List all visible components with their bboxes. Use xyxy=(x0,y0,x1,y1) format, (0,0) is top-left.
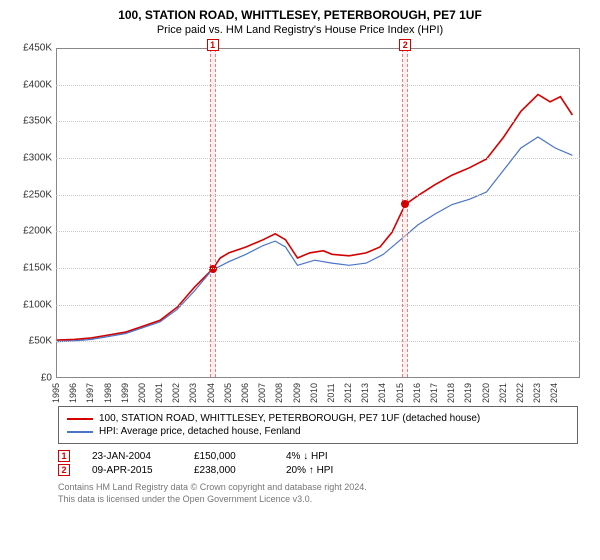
gridline xyxy=(56,341,580,342)
y-axis-tick: £150K xyxy=(12,263,52,274)
sale-price: £238,000 xyxy=(194,465,264,476)
x-axis-tick: 1996 xyxy=(68,383,78,403)
x-axis-tick: 2005 xyxy=(223,383,233,403)
y-axis-tick: £0 xyxy=(12,373,52,384)
sale-row: 1 23-JAN-2004 £150,000 4% ↓ HPI xyxy=(58,450,588,462)
x-axis-tick: 2014 xyxy=(377,383,387,403)
x-axis-tick: 2009 xyxy=(292,383,302,403)
legend-item: HPI: Average price, detached house, Fenl… xyxy=(67,426,569,437)
x-axis-tick: 2004 xyxy=(206,383,216,403)
gridline xyxy=(56,195,580,196)
y-axis-tick: £250K xyxy=(12,189,52,200)
x-axis-tick: 2011 xyxy=(326,383,336,402)
y-axis-tick: £50K xyxy=(12,336,52,347)
x-axis-tick: 2006 xyxy=(240,383,250,403)
x-axis-tick: 2020 xyxy=(481,383,491,403)
legend-swatch xyxy=(67,418,93,420)
x-axis-tick: 2018 xyxy=(446,383,456,403)
y-axis-tick: £100K xyxy=(12,299,52,310)
sale-date: 09-APR-2015 xyxy=(92,465,172,476)
y-axis-tick: £450K xyxy=(12,43,52,54)
x-axis-tick: 2015 xyxy=(395,383,405,403)
y-axis-tick: £400K xyxy=(12,79,52,90)
gridline xyxy=(56,85,580,86)
x-axis-tick: 2010 xyxy=(309,383,319,403)
chart-area: 12 £0£50K£100K£150K£200K£250K£300K£350K£… xyxy=(12,42,588,402)
x-axis-tick: 2022 xyxy=(515,383,525,403)
line-layer xyxy=(57,49,579,377)
x-axis-tick: 1999 xyxy=(120,383,130,403)
legend-label: 100, STATION ROAD, WHITTLESEY, PETERBORO… xyxy=(99,413,480,424)
x-axis-tick: 2000 xyxy=(137,383,147,403)
legend-swatch xyxy=(67,431,93,433)
sale-index-box: 1 xyxy=(58,450,70,462)
x-axis-tick: 2021 xyxy=(498,383,508,403)
x-axis-tick: 2003 xyxy=(188,383,198,403)
gridline xyxy=(56,121,580,122)
x-axis-tick: 2017 xyxy=(429,383,439,403)
sale-delta: 4% ↓ HPI xyxy=(286,451,376,462)
x-axis-tick: 2002 xyxy=(171,383,181,403)
x-axis-tick: 2001 xyxy=(154,383,164,403)
sale-point xyxy=(209,265,217,273)
legend-item: 100, STATION ROAD, WHITTLESEY, PETERBORO… xyxy=(67,413,569,424)
sale-band xyxy=(402,49,408,377)
legend-box: 100, STATION ROAD, WHITTLESEY, PETERBORO… xyxy=(58,406,578,444)
x-axis-tick: 1995 xyxy=(51,383,61,403)
sale-date: 23-JAN-2004 xyxy=(92,451,172,462)
x-axis-tick: 1997 xyxy=(85,383,95,403)
y-axis-tick: £300K xyxy=(12,153,52,164)
sale-point xyxy=(401,200,409,208)
sale-price: £150,000 xyxy=(194,451,264,462)
plot-area: 12 xyxy=(56,48,580,378)
sale-index-box: 2 xyxy=(58,464,70,476)
sale-marker-label: 2 xyxy=(399,39,411,51)
sale-row: 2 09-APR-2015 £238,000 20% ↑ HPI xyxy=(58,464,588,476)
x-axis-tick: 2024 xyxy=(549,383,559,403)
legend-label: HPI: Average price, detached house, Fenl… xyxy=(99,426,301,437)
gridline xyxy=(56,158,580,159)
sale-marker-label: 1 xyxy=(207,39,219,51)
x-axis-tick: 2008 xyxy=(274,383,284,403)
sale-band xyxy=(210,49,216,377)
gridline xyxy=(56,305,580,306)
x-axis-tick: 2019 xyxy=(463,383,473,403)
x-axis-tick: 2007 xyxy=(257,383,267,403)
series-line-0 xyxy=(57,95,572,341)
x-axis-tick: 1998 xyxy=(103,383,113,403)
chart-subtitle: Price paid vs. HM Land Registry's House … xyxy=(12,24,588,36)
x-axis-tick: 2016 xyxy=(412,383,422,403)
sale-delta: 20% ↑ HPI xyxy=(286,465,376,476)
series-line-1 xyxy=(57,137,572,342)
sales-list: 1 23-JAN-2004 £150,000 4% ↓ HPI 2 09-APR-2015… xyxy=(58,450,588,476)
x-axis-tick: 2013 xyxy=(360,383,370,403)
gridline xyxy=(56,231,580,232)
x-axis-tick: 2023 xyxy=(532,383,542,403)
chart-title: 100, STATION ROAD, WHITTLESEY, PETERBORO… xyxy=(12,8,588,22)
y-axis-tick: £350K xyxy=(12,116,52,127)
x-axis-tick: 2012 xyxy=(343,383,353,403)
gridline xyxy=(56,268,580,269)
footer-attribution: Contains HM Land Registry data © Crown c… xyxy=(58,482,588,505)
y-axis-tick: £200K xyxy=(12,226,52,237)
